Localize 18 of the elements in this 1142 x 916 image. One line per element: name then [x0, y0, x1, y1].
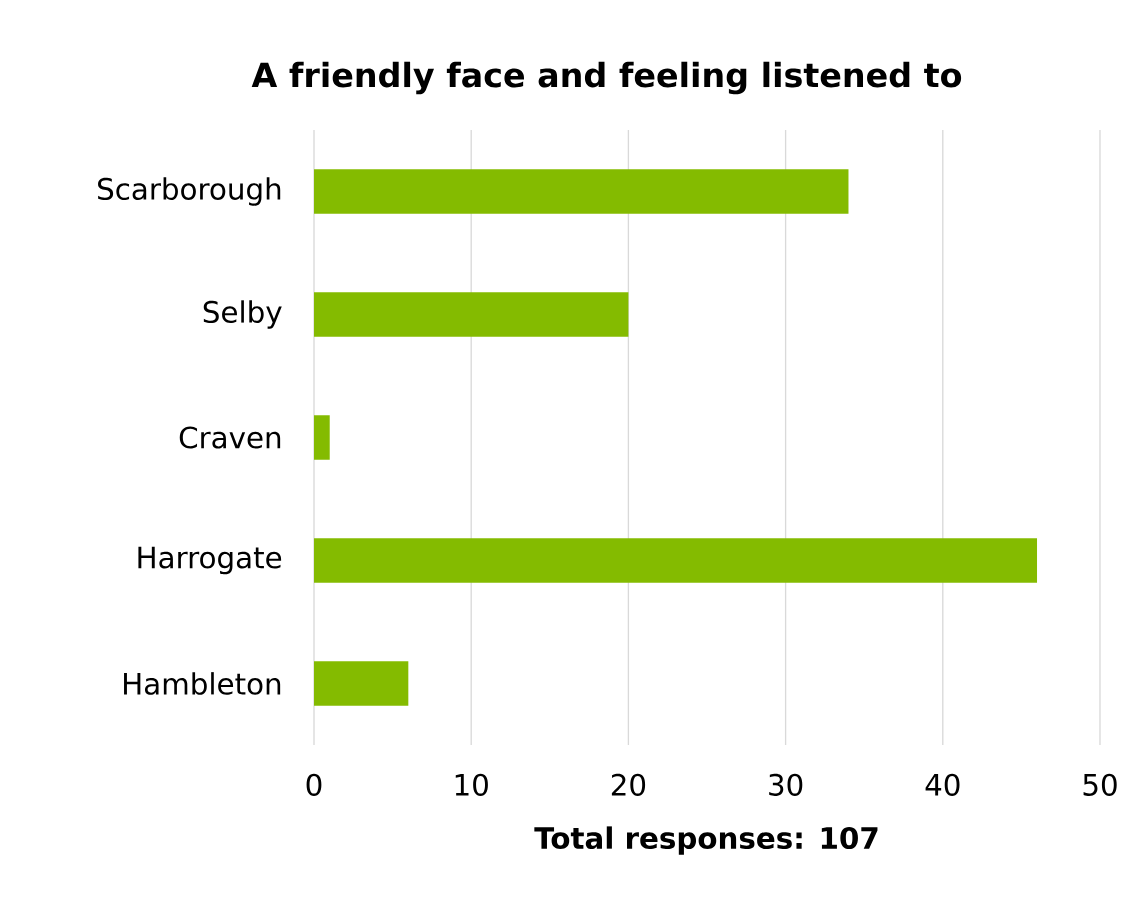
chart-title: A friendly face and feeling listened to: [251, 61, 962, 95]
x-tick-label: 10: [455, 773, 488, 796]
y-tick-label: Craven: [179, 426, 281, 449]
y-tick-label: Hambleton: [124, 672, 281, 695]
bar: [314, 415, 330, 460]
x-tick-label: 50: [1083, 773, 1117, 796]
x-axis-title: Total responses: 107: [534, 826, 878, 855]
y-tick-label: Selby: [203, 300, 282, 329]
x-tick-label: 30: [769, 773, 803, 796]
x-tick-label: 40: [925, 773, 960, 796]
bar: [314, 292, 629, 337]
y-tick-label: Harrogate: [138, 546, 282, 575]
bar: [314, 538, 1038, 583]
bar: [314, 169, 849, 214]
x-tick-label: 0: [306, 773, 322, 796]
y-tick-label: Scarborough: [98, 177, 281, 206]
bar: [314, 661, 409, 706]
x-tick-label: 20: [611, 773, 646, 796]
